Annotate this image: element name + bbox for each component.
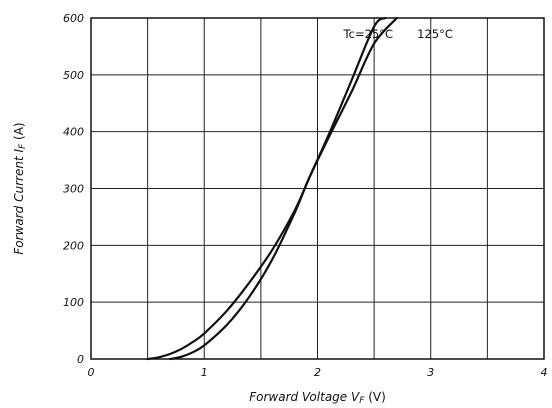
x-tick-label: 0 [88,366,95,379]
x-tick-label: 3 [427,366,434,379]
grid-lines [91,18,544,359]
series-line-tc-125c [169,16,398,361]
tick-labels: 0 1 2 3 4 0 100 200 300 400 500 600 [63,12,548,379]
curve-annotations: Tc=25°C 125°C [343,27,453,41]
curve-label-tc-25c: Tc=25°C [343,27,393,41]
y-tick-label: 300 [63,183,84,196]
y-tick-label: 0 [77,353,84,366]
x-tick-label: 4 [541,366,548,379]
series-line-tc-25c [146,16,387,361]
x-axis-title: Forward Voltage VF (V) [249,390,386,406]
y-tick-label: 600 [63,12,84,25]
plot-frame [90,17,545,360]
y-tick-label: 200 [63,239,84,252]
y-tick-label: 500 [63,69,84,82]
series-curves [146,16,398,361]
x-tick-label: 1 [201,366,208,379]
x-tick-label: 2 [314,366,321,379]
y-tick-label: 400 [63,126,84,139]
y-tick-label: 100 [63,296,84,309]
y-axis-title: Forward Current IF (A) [12,122,28,254]
curve-label-tc-125c: 125°C [417,27,453,41]
